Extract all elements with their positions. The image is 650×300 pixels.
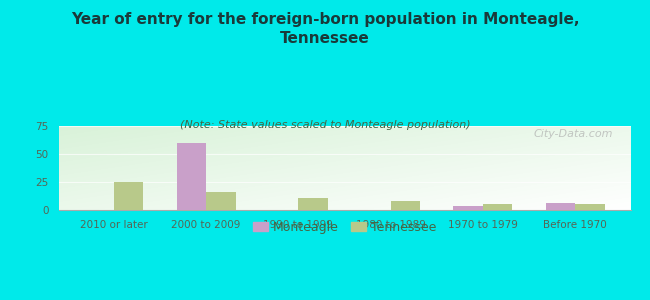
Bar (206, 192, 236, 210)
Text: (Note: State values scaled to Monteagle population): (Note: State values scaled to Monteagle … (179, 120, 471, 130)
Bar (114, 182, 144, 210)
Bar (391, 201, 420, 210)
Text: City-Data.com: City-Data.com (534, 128, 614, 139)
Text: Year of entry for the foreign-born population in Monteagle,
Tennessee: Year of entry for the foreign-born popul… (71, 12, 579, 46)
Bar (298, 198, 328, 210)
Bar (575, 204, 604, 210)
Bar (545, 203, 575, 210)
Bar (453, 206, 483, 210)
Bar (483, 204, 512, 210)
Legend: Monteagle, Tennessee: Monteagle, Tennessee (248, 216, 441, 239)
Bar (177, 143, 206, 210)
